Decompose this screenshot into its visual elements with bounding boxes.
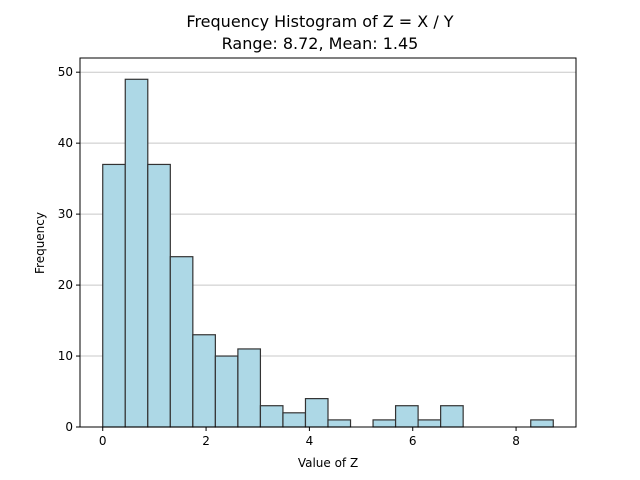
chart-title: Frequency Histogram of Z = X / Y — [186, 12, 454, 31]
histogram-bar — [440, 405, 464, 428]
histogram-bar — [169, 256, 194, 428]
x-tick-label: 4 — [306, 434, 314, 448]
x-tick-label: 2 — [202, 434, 210, 448]
histogram-bar — [147, 163, 171, 428]
histogram-bar — [530, 419, 554, 428]
y-tick-label: 30 — [58, 207, 73, 221]
histogram-bar — [124, 78, 149, 428]
histogram-bar — [102, 163, 126, 428]
chart-subtitle: Range: 8.72, Mean: 1.45 — [221, 34, 419, 53]
histogram-bar — [282, 412, 307, 428]
x-axis-label: Value of Z — [298, 456, 358, 470]
y-axis-ticks: 0 10 20 30 40 50 — [58, 65, 80, 434]
histogram-bar — [214, 355, 239, 428]
y-tick-label: 10 — [58, 349, 73, 363]
histogram-bar — [304, 398, 329, 428]
x-tick-label: 0 — [99, 434, 107, 448]
y-tick-label: 20 — [58, 278, 73, 292]
plot-frame — [79, 57, 577, 428]
y-tick-label: 40 — [58, 136, 73, 150]
bars-layer — [102, 78, 554, 428]
y-tick-label: 50 — [58, 65, 73, 79]
y-axis-label: Frequency — [33, 212, 47, 274]
histogram-bar — [192, 334, 216, 428]
histogram-bar — [417, 419, 442, 428]
histogram-bar — [237, 348, 262, 428]
x-tick-label: 6 — [409, 434, 417, 448]
x-axis-ticks: 0 2 4 6 8 — [99, 427, 520, 448]
histogram-bar — [327, 419, 352, 428]
x-tick-label: 8 — [512, 434, 520, 448]
histogram-bar — [259, 405, 284, 428]
y-tick-label: 0 — [65, 420, 73, 434]
histogram-bar — [394, 405, 419, 428]
histogram-bar — [372, 419, 397, 428]
